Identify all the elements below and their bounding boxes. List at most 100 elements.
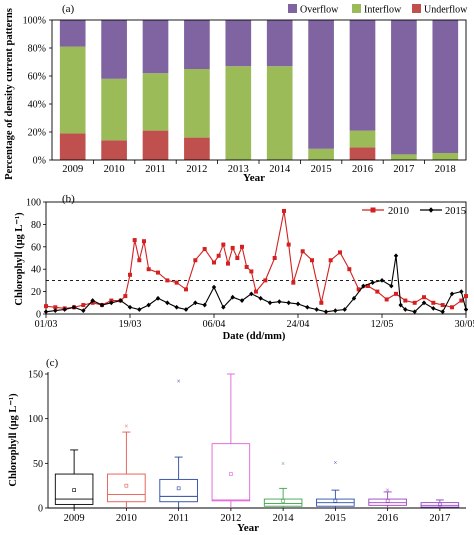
bar-underflow-2012 <box>184 137 210 160</box>
data-point-2015 <box>323 309 329 315</box>
legend-swatch-underflow <box>412 4 421 13</box>
panel-a-stacked-bar-chart: (a) Percentage of density current patter… <box>4 3 468 184</box>
x-tick-label-2017: 2017 <box>429 513 450 524</box>
mean-marker-2012 <box>229 472 233 476</box>
data-point-2010 <box>319 300 324 305</box>
panel-a-legend: Overflow Interflow Underflow <box>288 4 468 16</box>
legend-marker-2010 <box>370 207 376 213</box>
data-point-2015 <box>230 294 235 300</box>
data-point-2010 <box>440 303 445 308</box>
legend-label-underflow: Underflow <box>424 5 468 16</box>
mean-marker-2010 <box>124 483 129 488</box>
data-point-2015 <box>202 302 207 308</box>
series-line-2010 <box>45 210 467 309</box>
data-point-2010 <box>221 242 226 247</box>
legend-label-2015: 2015 <box>445 206 466 217</box>
data-point-2010 <box>142 239 146 244</box>
data-point-2010 <box>128 272 132 277</box>
data-point-2015 <box>43 309 49 315</box>
y-tick-label-80: 80% <box>28 44 46 55</box>
data-point-2015 <box>421 300 427 306</box>
bar-interflow-2015 <box>308 148 334 160</box>
data-point-2015 <box>155 295 161 301</box>
panel-c-box-plot: (c) Chlorophyll (μg L⁻¹) Year 0 50 100 150 2… <box>8 357 466 534</box>
legend-swatch-overflow <box>288 4 297 13</box>
data-point-2010 <box>137 258 142 263</box>
data-point-2015 <box>314 307 319 312</box>
outlier-2015: × <box>333 459 337 467</box>
x-tick-label-12/05: 12/05 <box>371 319 394 330</box>
legend-marker-2015 <box>428 207 434 213</box>
data-point-2015 <box>305 304 310 310</box>
box-2010 <box>107 473 146 503</box>
data-point-2015 <box>183 307 189 312</box>
legend-label-2010: 2010 <box>388 206 409 217</box>
data-point-2010 <box>464 294 468 299</box>
data-point-2015 <box>81 308 86 314</box>
bar-overflow-2014 <box>266 20 293 67</box>
y-tick-label-50: 50 <box>33 459 43 470</box>
outlier-2014: × <box>281 460 285 468</box>
outlier-2011: × <box>177 378 181 386</box>
data-point-2010 <box>412 300 417 305</box>
bar-overflow-2012 <box>184 20 210 69</box>
x-tick-label-2015: 2015 <box>325 513 346 524</box>
data-point-2010 <box>202 247 207 252</box>
data-point-2015 <box>239 298 245 303</box>
bar-overflow-2009 <box>59 20 86 47</box>
panel-b-x-axis-label: Date (dd/mm) <box>223 331 286 342</box>
legend-label-overflow: Overflow <box>300 5 339 16</box>
data-point-2015 <box>463 307 469 312</box>
data-point-2010 <box>338 250 342 255</box>
data-point-2015 <box>277 299 282 305</box>
box-2011 <box>159 478 198 503</box>
bar-overflow-2013 <box>225 20 252 67</box>
data-point-2015 <box>165 300 170 306</box>
panel-b-frame <box>45 201 467 315</box>
panel-b-line-chart: (b) Chlorophyll (μg L⁻¹) Date (dd/mm) 0 2… <box>14 193 474 342</box>
y-tick-label-80: 80 <box>31 220 41 231</box>
x-tick-label-24/04: 24/04 <box>287 319 310 330</box>
data-point-2010 <box>123 294 128 299</box>
y-tick-label-40: 40% <box>28 100 46 111</box>
data-point-2015 <box>146 302 151 308</box>
data-point-2010 <box>282 208 286 213</box>
x-tick-label-2011: 2011 <box>145 164 166 175</box>
bar-interflow-2017 <box>391 154 417 160</box>
data-point-2010 <box>226 261 230 266</box>
data-point-2010 <box>244 264 249 269</box>
mean-marker-2009 <box>72 488 76 492</box>
bar-underflow-2010 <box>101 140 127 160</box>
panel-a-y-axis-label: Percentage of density current patterns <box>4 8 15 180</box>
panel-a-x-axis-label: Year <box>243 172 265 184</box>
bar-overflow-2018 <box>432 20 459 153</box>
data-point-2015 <box>431 306 436 311</box>
x-tick-label-30/05: 30/05 <box>455 319 474 330</box>
panel-a-label: (a) <box>62 3 75 15</box>
x-tick-label-2017: 2017 <box>393 164 414 175</box>
x-tick-label-2015: 2015 <box>311 164 332 175</box>
data-point-2015 <box>53 308 58 314</box>
data-point-2015 <box>211 284 217 290</box>
box-2009 <box>54 473 94 505</box>
x-tick-label-2013: 2013 <box>228 164 249 175</box>
data-point-2015 <box>118 298 123 303</box>
x-tick-label-2014: 2014 <box>273 513 295 524</box>
data-point-2015 <box>249 291 254 297</box>
data-point-2010 <box>230 245 235 250</box>
data-point-2015 <box>370 280 375 286</box>
panel-a-frame <box>51 19 467 161</box>
data-point-2015 <box>174 304 179 310</box>
bar-overflow-2017 <box>391 20 417 155</box>
x-tick-label-01/03: 01/03 <box>35 319 58 330</box>
data-point-2010 <box>286 242 291 247</box>
data-point-2015 <box>258 295 263 301</box>
data-point-2010 <box>184 287 188 292</box>
x-tick-label-2011: 2011 <box>168 513 189 524</box>
data-point-2015 <box>109 300 114 306</box>
data-point-2015 <box>449 291 455 297</box>
x-tick-label-2018: 2018 <box>435 164 456 175</box>
data-point-2010 <box>300 249 305 254</box>
x-tick-label-2012: 2012 <box>186 164 207 175</box>
data-point-2010 <box>272 256 277 260</box>
